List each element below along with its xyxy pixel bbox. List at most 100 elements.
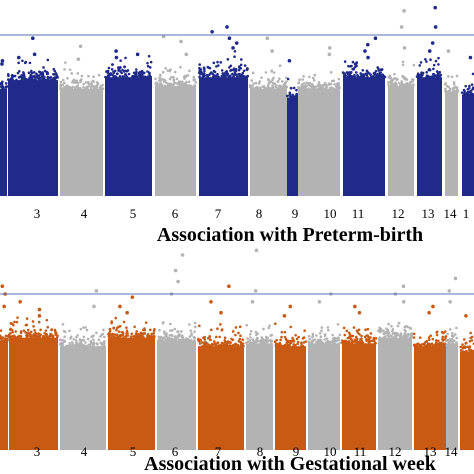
snp-point <box>470 339 474 342</box>
snp-point <box>367 341 371 344</box>
snp-point <box>388 80 391 84</box>
snp-point <box>368 72 371 75</box>
snp-point <box>391 330 394 333</box>
snp-point <box>434 339 438 342</box>
snp-point <box>103 340 106 343</box>
snp-point <box>347 340 351 344</box>
snp-point <box>81 343 84 347</box>
snp-point <box>432 67 435 71</box>
snp-point <box>111 332 114 336</box>
snp-point <box>373 341 377 344</box>
peak-snp-point <box>135 52 140 57</box>
snp-point <box>68 68 72 71</box>
snp-point <box>282 84 286 88</box>
snp-point <box>284 86 288 89</box>
x-tick-label: 9 <box>292 206 299 221</box>
snp-point <box>92 338 95 341</box>
snp-point <box>425 60 428 63</box>
snp-point <box>455 74 459 78</box>
snp-point <box>424 57 427 61</box>
peak-snp-point <box>447 289 452 293</box>
snp-point <box>468 345 471 349</box>
snp-point <box>39 328 42 332</box>
chromosome-band-8 <box>275 346 306 450</box>
snp-point <box>261 85 265 88</box>
snp-point <box>409 81 412 85</box>
snp-point <box>177 338 181 342</box>
snp-point <box>41 334 45 338</box>
snp-point <box>216 72 219 76</box>
snp-point <box>5 338 9 342</box>
snp-point <box>59 341 63 345</box>
snp-point <box>197 338 200 342</box>
chromosome-band-8 <box>287 97 298 196</box>
snp-point <box>463 92 466 95</box>
snp-point <box>80 74 84 78</box>
peak-snp-point <box>433 5 438 10</box>
snp-point <box>125 75 129 79</box>
snp-point <box>311 335 314 339</box>
snp-point <box>172 82 176 86</box>
x-tick-label: 6 <box>172 206 179 221</box>
x-tick-label: 11 <box>352 206 365 221</box>
peak-snp-point <box>234 41 239 45</box>
snp-point <box>170 329 174 332</box>
snp-point <box>217 64 220 67</box>
snp-point <box>14 330 17 333</box>
snp-point <box>269 80 273 84</box>
peak-snp-point <box>353 304 357 309</box>
snp-point <box>95 331 98 335</box>
snp-point <box>447 85 451 89</box>
snp-point <box>116 72 119 75</box>
snp-point <box>180 339 184 342</box>
snp-point <box>347 331 351 334</box>
snp-point <box>135 73 138 76</box>
snp-point <box>405 78 409 81</box>
snp-point <box>134 332 138 336</box>
peak-snp-point <box>427 49 432 53</box>
snp-point <box>279 338 282 342</box>
snp-point <box>216 327 219 331</box>
snp-point <box>228 66 231 69</box>
snp-point <box>311 332 315 336</box>
snp-point <box>226 58 230 61</box>
snp-point <box>395 332 399 335</box>
snp-point <box>311 76 315 80</box>
snp-point <box>74 339 78 342</box>
x-tick-label: 10 <box>324 444 337 459</box>
snp-point <box>231 338 235 342</box>
snp-point <box>27 71 31 75</box>
snp-point <box>280 335 283 339</box>
peak-snp-point <box>114 49 118 53</box>
peak-snp-point <box>130 295 135 299</box>
snp-point <box>469 93 472 96</box>
snp-point <box>37 320 41 324</box>
snp-point <box>238 337 242 341</box>
snp-point <box>206 65 210 69</box>
snp-point <box>122 320 126 324</box>
snp-point <box>258 86 262 90</box>
snp-point <box>197 71 201 74</box>
snp-point <box>337 338 341 342</box>
snp-point <box>175 82 179 85</box>
snp-point <box>248 332 252 336</box>
snp-point <box>333 82 336 86</box>
snp-point <box>76 81 80 85</box>
peak-snp-point <box>430 41 435 45</box>
snp-point <box>241 338 245 342</box>
snp-point <box>446 338 450 342</box>
snp-point <box>283 344 287 348</box>
snp-point <box>163 332 166 335</box>
peak-snp-point <box>254 248 259 253</box>
snp-point <box>260 76 263 79</box>
snp-point <box>326 326 330 329</box>
snp-point <box>323 81 327 85</box>
peak-snp-point <box>227 284 231 289</box>
snp-point <box>354 335 358 339</box>
snp-point <box>48 334 51 338</box>
chromosome-band-3 <box>60 88 103 196</box>
snp-point <box>325 337 329 340</box>
snp-point <box>446 332 449 336</box>
snp-point <box>100 333 103 337</box>
chromosome-band-14 <box>462 94 474 196</box>
